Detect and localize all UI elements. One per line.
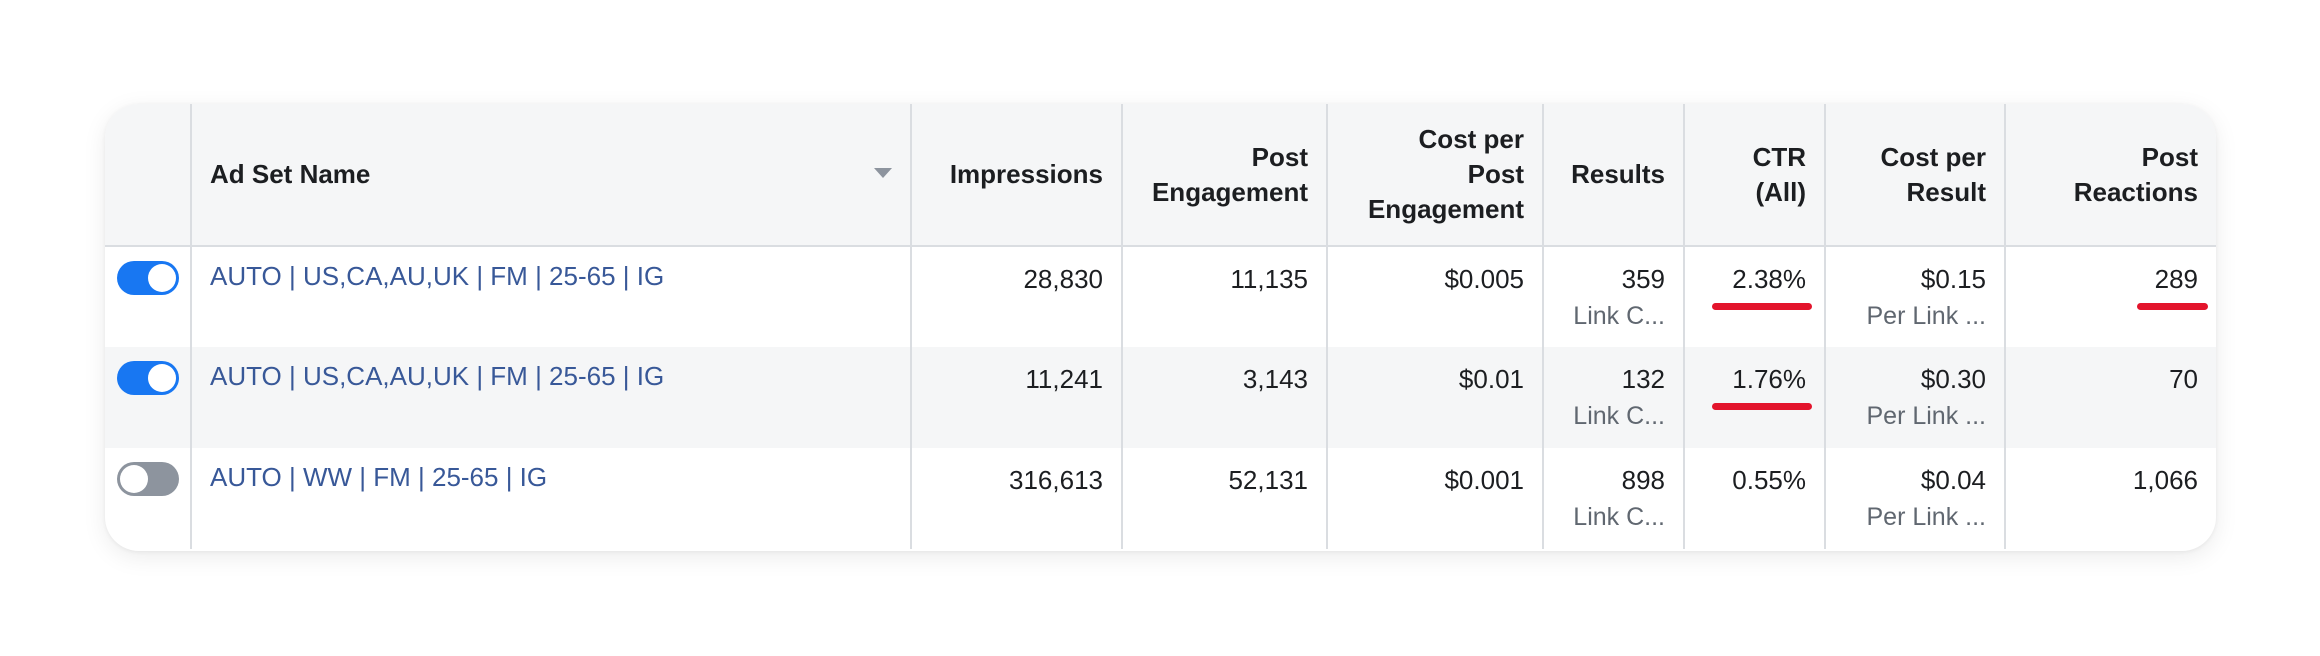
post-reactions-value-highlighted: 289 xyxy=(2136,262,2208,310)
cost-per-result-cell: $0.15 Per Link ... xyxy=(1824,246,2005,347)
ctr-value-highlighted: 1.76% xyxy=(1712,362,1812,410)
table-header-row: Ad Set Name Impressions Post Engagement … xyxy=(105,104,2216,247)
post-reactions-value: 289 xyxy=(2154,264,2198,294)
header-cppe-line1: Cost per xyxy=(1418,124,1524,154)
ad-set-name-cell: AUTO | US,CA,AU,UK | FM | 25-65 | IG xyxy=(190,347,911,448)
header-toggle xyxy=(105,104,191,247)
post-engagement-value: 11,135 xyxy=(1230,264,1308,294)
table-row: AUTO | WW | FM | 25-65 | IG 316,613 52,1… xyxy=(105,448,2216,549)
ctr-cell: 1.76% xyxy=(1683,347,1825,448)
header-cpr-line2: Result xyxy=(1906,176,1986,207)
sort-caret-down-icon[interactable] xyxy=(874,168,892,178)
header-results[interactable]: Results xyxy=(1542,104,1684,247)
cost-per-result-type-label: Per Link ... xyxy=(1866,302,1987,330)
ad-set-toggle-switch[interactable] xyxy=(117,462,179,496)
results-type-label: Link C... xyxy=(1573,503,1665,531)
post-reactions-cell: 289 xyxy=(2004,246,2216,347)
ad-set-name-link[interactable]: AUTO | US,CA,AU,UK | FM | 25-65 | IG xyxy=(210,261,665,291)
cost-per-post-engagement-value: $0.01 xyxy=(1458,364,1524,394)
ad-sets-table: Ad Set Name Impressions Post Engagement … xyxy=(105,104,2216,549)
post-reactions-cell: 70 xyxy=(2004,347,2216,448)
cost-per-result-type-label: Per Link ... xyxy=(1866,402,1987,430)
table-row: AUTO | US,CA,AU,UK | FM | 25-65 | IG 11,… xyxy=(105,347,2216,448)
toggle-cell xyxy=(105,347,191,448)
header-ctr-line1: CTR xyxy=(1752,141,1806,172)
header-ad-set-name-label: Ad Set Name xyxy=(210,159,371,189)
cost-per-result-cell: $0.04 Per Link ... xyxy=(1824,448,2005,549)
ctr-value: 0.55% xyxy=(1732,465,1806,495)
toggle-knob xyxy=(120,465,148,493)
cost-per-post-engagement-value: $0.001 xyxy=(1444,465,1524,495)
cost-per-result-value: $0.30 xyxy=(1920,364,1986,394)
toggle-cell xyxy=(105,246,191,347)
post-engagement-value: 3,143 xyxy=(1242,364,1308,394)
impressions-value: 11,241 xyxy=(1025,364,1103,394)
impressions-value: 316,613 xyxy=(1009,465,1103,495)
post-engagement-cell: 52,131 xyxy=(1121,448,1327,549)
cost-per-result-value: $0.15 xyxy=(1920,264,1986,294)
post-engagement-cell: 11,135 xyxy=(1121,246,1327,347)
post-reactions-value: 70 xyxy=(2169,364,2198,394)
cost-per-result-value: $0.04 xyxy=(1920,465,1986,495)
header-reactions-line2: Reactions xyxy=(2073,176,2198,207)
impressions-value: 28,830 xyxy=(1023,264,1103,294)
ctr-value: 1.76% xyxy=(1732,364,1806,394)
results-type-label: Link C... xyxy=(1573,402,1665,430)
cost-per-result-cell: $0.30 Per Link ... xyxy=(1824,347,2005,448)
ctr-value-highlighted: 2.38% xyxy=(1712,262,1812,310)
ad-set-name-link[interactable]: AUTO | WW | FM | 25-65 | IG xyxy=(210,462,548,492)
table-row: AUTO | US,CA,AU,UK | FM | 25-65 | IG 28,… xyxy=(105,246,2216,347)
toggle-knob xyxy=(148,264,176,292)
impressions-cell: 11,241 xyxy=(910,347,1122,448)
header-post-engagement-line2: Engagement xyxy=(1151,176,1308,207)
header-post-engagement[interactable]: Post Engagement xyxy=(1121,104,1327,247)
cost-per-post-engagement-cell: $0.001 xyxy=(1326,448,1543,549)
header-cpr-line1: Cost per xyxy=(1880,141,1986,172)
results-type-label: Link C... xyxy=(1573,302,1665,330)
results-value: 132 xyxy=(1621,364,1665,394)
red-underline-annotation xyxy=(2136,303,2208,310)
header-results-label: Results xyxy=(1571,159,1665,189)
header-ad-set-name[interactable]: Ad Set Name xyxy=(190,104,911,247)
red-underline-annotation xyxy=(1712,403,1812,410)
ad-sets-table-card: Ad Set Name Impressions Post Engagement … xyxy=(105,104,2216,551)
ctr-value: 2.38% xyxy=(1732,264,1806,294)
ctr-cell: 0.55% xyxy=(1683,448,1825,549)
post-engagement-cell: 3,143 xyxy=(1121,347,1327,448)
header-cppe-line3: Engagement xyxy=(1367,194,1524,224)
results-value: 898 xyxy=(1621,465,1665,495)
cost-per-post-engagement-cell: $0.005 xyxy=(1326,246,1543,347)
red-underline-annotation xyxy=(1712,303,1812,310)
header-post-engagement-line1: Post xyxy=(1251,141,1308,172)
header-reactions-line1: Post xyxy=(2141,141,2198,172)
header-ctr[interactable]: CTR (All) xyxy=(1683,104,1825,247)
ad-set-toggle-switch[interactable] xyxy=(117,361,179,395)
header-cost-per-result[interactable]: Cost per Result xyxy=(1824,104,2005,247)
results-cell: 898 Link C... xyxy=(1542,448,1684,549)
cost-per-result-type-label: Per Link ... xyxy=(1866,503,1987,531)
cost-per-post-engagement-cell: $0.01 xyxy=(1326,347,1543,448)
header-impressions[interactable]: Impressions xyxy=(910,104,1122,247)
toggle-cell xyxy=(105,448,191,549)
header-ctr-line2: (All) xyxy=(1755,176,1806,207)
ad-set-name-cell: AUTO | WW | FM | 25-65 | IG xyxy=(190,448,911,549)
header-cost-per-post-engagement[interactable]: Cost per Post Engagement xyxy=(1326,104,1543,247)
ad-set-name-link[interactable]: AUTO | US,CA,AU,UK | FM | 25-65 | IG xyxy=(210,361,665,391)
results-value: 359 xyxy=(1621,264,1665,294)
header-impressions-label: Impressions xyxy=(949,159,1103,189)
post-engagement-value: 52,131 xyxy=(1228,465,1308,495)
impressions-cell: 28,830 xyxy=(910,246,1122,347)
toggle-knob xyxy=(148,364,176,392)
ad-set-toggle-switch[interactable] xyxy=(117,261,179,295)
ctr-cell: 2.38% xyxy=(1683,246,1825,347)
impressions-cell: 316,613 xyxy=(910,448,1122,549)
cost-per-post-engagement-value: $0.005 xyxy=(1444,264,1524,294)
results-cell: 132 Link C... xyxy=(1542,347,1684,448)
header-cppe-line2: Post xyxy=(1467,159,1524,189)
post-reactions-cell: 1,066 xyxy=(2004,448,2216,549)
post-reactions-value: 1,066 xyxy=(2132,465,2198,495)
ad-set-name-cell: AUTO | US,CA,AU,UK | FM | 25-65 | IG xyxy=(190,246,911,347)
header-post-reactions[interactable]: Post Reactions xyxy=(2004,104,2216,247)
results-cell: 359 Link C... xyxy=(1542,246,1684,347)
